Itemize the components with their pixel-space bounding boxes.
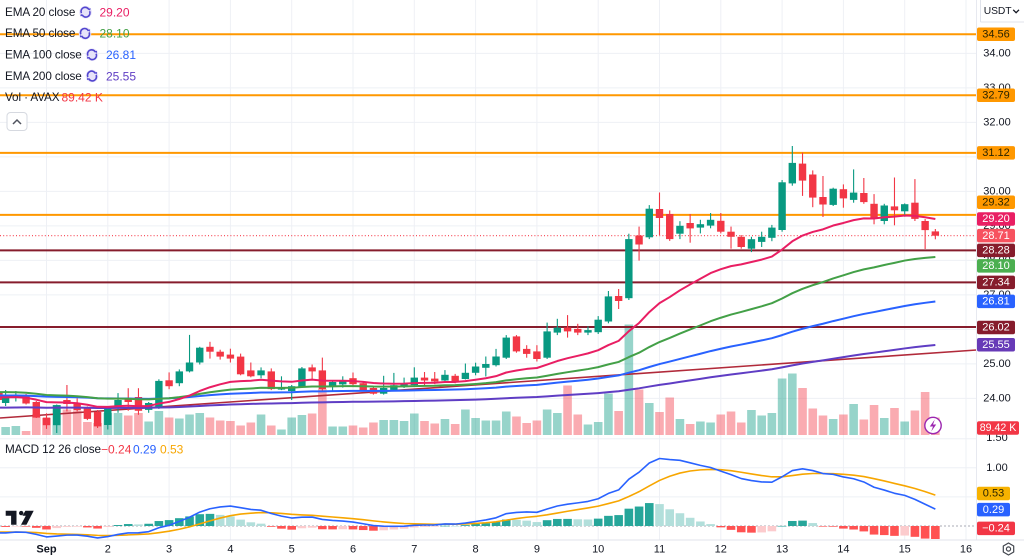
svg-text:29.32: 29.32 <box>982 197 1010 209</box>
svg-text:16: 16 <box>960 544 972 556</box>
svg-text:11: 11 <box>654 544 665 556</box>
svg-text:34.00: 34.00 <box>983 48 1011 60</box>
svg-text:29.20: 29.20 <box>982 213 1010 225</box>
svg-text:0.53: 0.53 <box>983 488 1004 500</box>
svg-text:14: 14 <box>837 544 849 556</box>
svg-text:10: 10 <box>592 544 604 556</box>
svg-text:32.00: 32.00 <box>983 117 1011 129</box>
svg-text:27.34: 27.34 <box>982 277 1010 289</box>
svg-text:Vol · AVAX: Vol · AVAX <box>5 91 60 104</box>
svg-text:−0.24: −0.24 <box>982 523 1010 535</box>
svg-text:28.10: 28.10 <box>982 260 1010 272</box>
svg-text:28.10: 28.10 <box>100 27 130 41</box>
svg-text:26.81: 26.81 <box>982 296 1010 308</box>
svg-text:26.02: 26.02 <box>982 322 1010 334</box>
svg-text:28.28: 28.28 <box>982 245 1010 257</box>
svg-text:28.71: 28.71 <box>982 230 1010 242</box>
svg-text:6: 6 <box>350 544 356 556</box>
svg-text:EMA 200 close: EMA 200 close <box>5 70 82 83</box>
svg-text:29.20: 29.20 <box>100 6 130 20</box>
svg-text:34.56: 34.56 <box>982 29 1010 41</box>
svg-text:EMA 50 close: EMA 50 close <box>5 27 75 40</box>
svg-text:USDT: USDT <box>984 6 1012 17</box>
svg-text:8: 8 <box>473 544 479 556</box>
svg-text:89.42 K: 89.42 K <box>62 91 103 105</box>
svg-text:26.81: 26.81 <box>106 48 136 62</box>
svg-text:12: 12 <box>715 544 727 556</box>
svg-text:−0.24: −0.24 <box>101 443 132 457</box>
svg-text:9: 9 <box>534 544 540 556</box>
svg-text:5: 5 <box>289 544 295 556</box>
svg-text:25.00: 25.00 <box>983 358 1011 370</box>
svg-text:2: 2 <box>105 544 111 556</box>
svg-text:MACD 12 26 close: MACD 12 26 close <box>5 443 101 456</box>
svg-text:EMA 100 close: EMA 100 close <box>5 49 82 62</box>
svg-text:0.29: 0.29 <box>983 504 1004 516</box>
svg-text:25.55: 25.55 <box>106 69 136 83</box>
svg-text:15: 15 <box>899 544 911 556</box>
svg-text:0.29: 0.29 <box>133 443 157 457</box>
svg-text:13: 13 <box>776 544 788 556</box>
svg-text:30.00: 30.00 <box>983 186 1011 198</box>
svg-text:EMA 20 close: EMA 20 close <box>5 6 75 19</box>
svg-text:32.79: 32.79 <box>982 89 1010 101</box>
svg-text:89.42 K: 89.42 K <box>980 422 1017 434</box>
svg-text:24.00: 24.00 <box>983 393 1011 405</box>
svg-text:1.00: 1.00 <box>986 462 1007 474</box>
svg-text:0.53: 0.53 <box>160 443 184 457</box>
svg-text:Sep: Sep <box>36 544 56 556</box>
svg-text:1.50: 1.50 <box>986 432 1007 444</box>
svg-text:3: 3 <box>166 544 172 556</box>
svg-text:31.12: 31.12 <box>982 147 1010 159</box>
svg-text:25.55: 25.55 <box>982 339 1010 351</box>
svg-text:7: 7 <box>411 544 417 556</box>
svg-text:4: 4 <box>227 544 233 556</box>
